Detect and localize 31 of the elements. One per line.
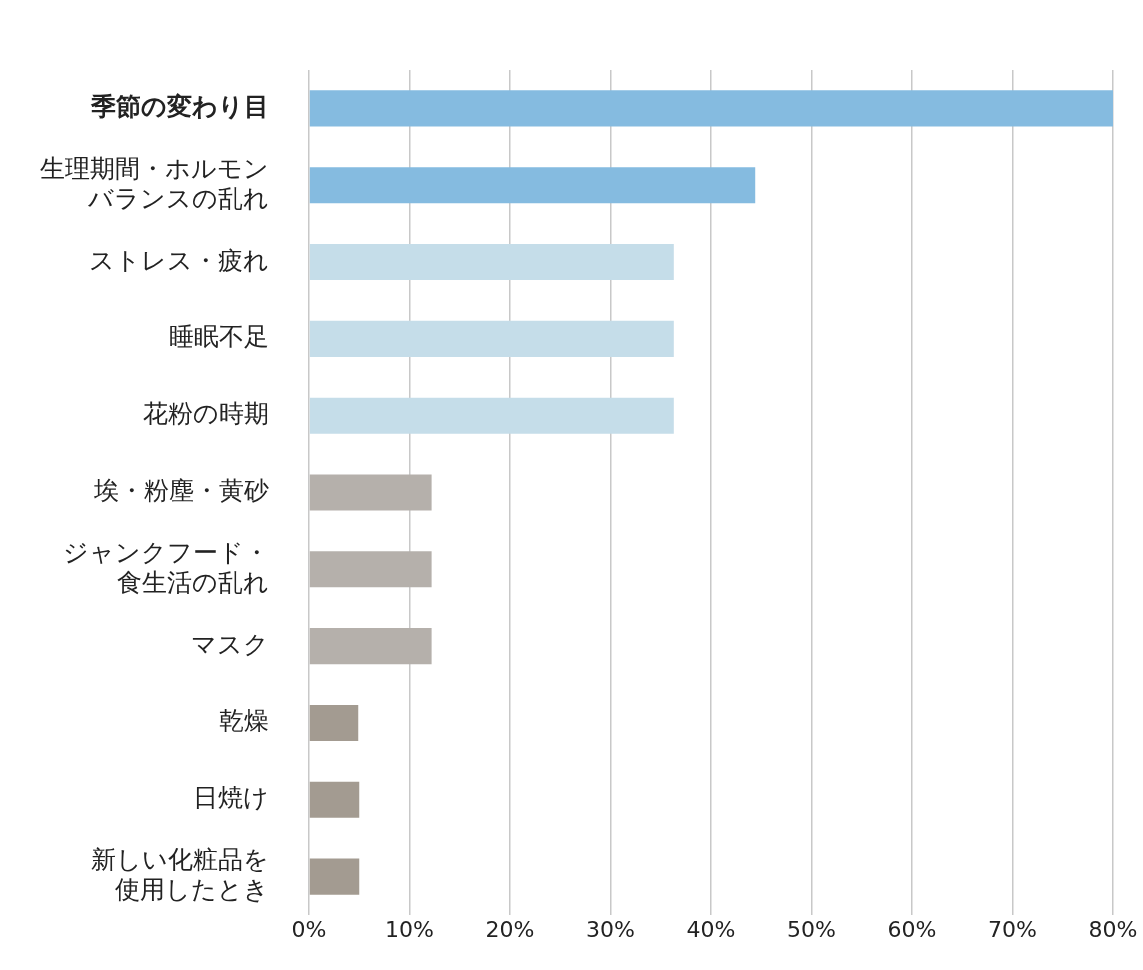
x-tick-label: 30% bbox=[586, 916, 635, 942]
x-tick-label: 0% bbox=[291, 916, 327, 942]
x-tick-label: 60% bbox=[887, 916, 937, 942]
y-tick-label: 花粉の時期 bbox=[143, 399, 269, 429]
x-tick-label: 40% bbox=[686, 916, 736, 942]
bar bbox=[309, 781, 360, 818]
bar bbox=[309, 704, 359, 742]
bar bbox=[309, 243, 674, 281]
x-tick-label: 20% bbox=[485, 916, 535, 942]
x-tick-label: 10% bbox=[385, 916, 434, 942]
y-tick-label: マスク bbox=[191, 629, 269, 659]
bar bbox=[309, 551, 432, 588]
y-tick-label: ジャンクフード・食生活の乱れ bbox=[63, 537, 269, 597]
y-tick-label: ストレス・疲れ bbox=[89, 245, 269, 275]
bar bbox=[309, 628, 432, 665]
bar bbox=[309, 397, 674, 434]
x-tick-label: 80% bbox=[1088, 916, 1138, 942]
bar bbox=[309, 167, 756, 204]
y-tick-label: 埃・粉塵・黄砂 bbox=[93, 476, 269, 505]
y-tick-label: 乾燥 bbox=[219, 706, 269, 736]
x-tick-label: 50% bbox=[787, 916, 836, 942]
y-tick-label: 日焼け bbox=[193, 783, 269, 813]
x-tick-label: 70% bbox=[988, 916, 1037, 942]
bar bbox=[309, 474, 432, 511]
bar bbox=[309, 320, 674, 357]
bar bbox=[309, 858, 360, 895]
bar bbox=[309, 90, 1113, 127]
y-tick-label: 新しい化粧品を使用したとき bbox=[91, 845, 269, 905]
y-tick-label: 季節の変わり目 bbox=[90, 91, 269, 121]
y-tick-label: 睡眠不足 bbox=[169, 322, 269, 352]
y-tick-label: 生理期間・ホルモンバランスの乱れ bbox=[40, 153, 269, 213]
